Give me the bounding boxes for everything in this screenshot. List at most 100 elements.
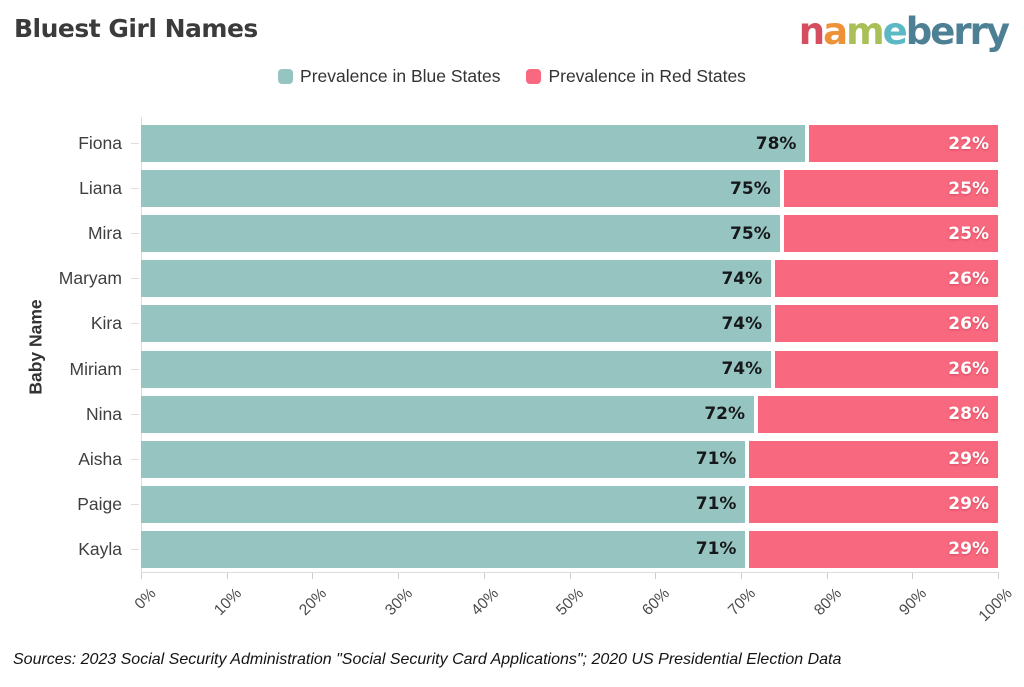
x-tick-mark [569,573,571,579]
x-tick-mark [998,573,999,579]
x-tick-mark [740,573,742,579]
y-tick [122,392,141,437]
y-tick [122,166,141,211]
x-tick-label: 10% [210,585,245,619]
bar-category-label: Kira [90,313,122,334]
red-percent-label: 26% [948,359,989,380]
bar-row: Paige 71% 29% [0,482,1000,527]
bar-row: Miriam 74% 26% [0,346,1000,391]
blue-percent-label: 71% [695,449,737,470]
blue-states-segment[interactable]: 75% [141,170,784,208]
bar-track: 72% 28% [141,395,998,433]
blue-percent-label: 71% [695,494,737,515]
red-states-segment[interactable]: 26% [775,305,998,343]
logo-letter: m [846,10,885,53]
y-tick [122,437,141,482]
blue-states-segment[interactable]: 71% [141,485,750,523]
y-tick [122,482,141,527]
y-tick-mark [131,188,139,190]
blue-states-segment[interactable]: 71% [141,530,750,568]
y-tick-mark [131,458,139,460]
red-states-segment[interactable]: 25% [783,215,998,253]
bar-track: 71% 29% [141,530,998,568]
blue-states-segment[interactable]: 71% [141,440,750,478]
red-states-segment[interactable]: 29% [749,530,998,568]
legend-label: Prevalence in Red States [548,66,746,86]
red-states-segment[interactable]: 26% [775,260,998,298]
red-states-segment[interactable]: 25% [783,170,998,208]
x-axis-line [141,572,999,573]
bar-category-label: Mira [87,223,122,244]
x-tick-label: 60% [639,585,674,619]
blue-states-segment[interactable]: 74% [141,350,776,388]
bar-track: 75% 25% [141,215,998,253]
legend-swatch [526,69,542,84]
bar-category-label: Miriam [69,358,123,379]
x-tick-mark [312,573,314,579]
bar-track: 78% 22% [141,125,998,163]
y-tick-mark [131,368,139,370]
red-states-segment[interactable]: 29% [749,440,998,478]
y-tick-mark [131,413,139,415]
blue-percent-label: 75% [730,178,771,199]
y-tick [122,301,141,346]
blue-percent-label: 74% [721,268,763,289]
x-tick-label: 80% [810,585,845,619]
y-tick-mark [131,503,139,505]
bar-row: Kayla 71% 29% [0,527,1000,572]
nameberry-logo[interactable]: nameberry [798,10,1010,54]
y-tick [122,211,141,256]
red-states-segment[interactable]: 22% [809,125,998,163]
logo-letter: e [930,10,955,53]
logo-letter: r [953,10,971,53]
bar-row: Kira 74% 26% [0,301,1000,346]
blue-states-segment[interactable]: 78% [141,125,810,163]
x-tick-label: 0% [131,585,160,613]
red-states-segment[interactable]: 28% [758,395,998,433]
x-tick-label: 30% [382,585,417,619]
red-percent-label: 28% [948,404,989,425]
red-states-segment[interactable]: 29% [749,485,998,523]
blue-states-segment[interactable]: 74% [141,305,776,343]
red-percent-label: 29% [948,449,989,470]
legend-item[interactable]: Prevalence in Blue States [278,66,500,87]
blue-states-segment[interactable]: 74% [141,260,776,298]
x-tick-mark [826,573,828,579]
bar-track: 71% 29% [141,485,998,523]
source-note: Sources: 2023 Social Security Administra… [13,651,842,668]
y-tick [122,256,141,301]
bar-category-label: Liana [79,178,122,199]
red-states-segment[interactable]: 26% [775,350,998,388]
bar-row: Fiona 78% 22% [0,121,1000,166]
blue-states-segment[interactable]: 75% [141,215,784,253]
legend: Prevalence in Blue States Prevalence in R… [0,66,1024,87]
logo-letter: b [905,10,932,53]
y-tick-mark [131,143,139,145]
x-tick-label: 90% [896,585,931,619]
y-tick [122,121,141,166]
bar-row: Mira 75% 25% [0,211,1000,256]
x-tick-label: 70% [724,585,759,619]
y-tick-mark [131,548,139,550]
blue-percent-label: 74% [721,313,763,334]
legend-item[interactable]: Prevalence in Red States [526,66,746,87]
bar-track: 74% 26% [141,305,998,343]
x-tick-mark [655,573,657,579]
blue-states-segment[interactable]: 72% [141,395,759,433]
y-tick-mark [131,278,139,280]
bar-row: Nina 72% 28% [0,392,1000,437]
bar-category-label: Fiona [78,133,122,154]
y-axis-line [141,117,142,573]
bar-category-label: Nina [86,403,122,424]
blue-percent-label: 72% [704,404,746,425]
blue-percent-label: 78% [755,133,797,154]
x-tick-label: 100% [975,585,1017,626]
y-tick [122,346,141,391]
x-tick-label: 20% [296,585,331,619]
logo-letter: n [798,10,825,53]
red-percent-label: 29% [948,494,989,515]
blue-percent-label: 74% [721,359,763,380]
red-percent-label: 25% [948,223,989,244]
bar-track: 74% 26% [141,260,998,298]
